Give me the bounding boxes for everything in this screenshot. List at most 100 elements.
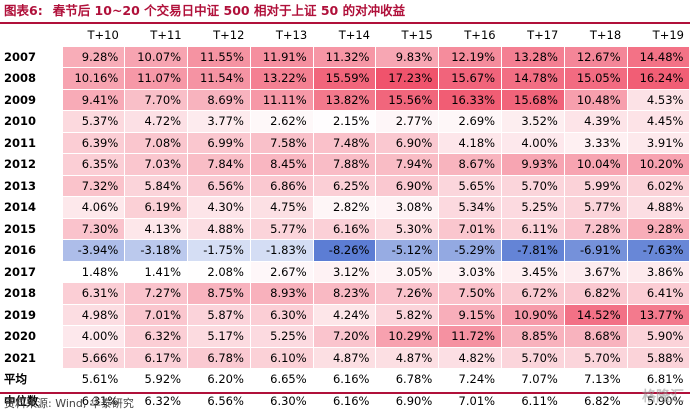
value-cell: 5.34%: [438, 196, 503, 219]
value-cell: 1.48%: [61, 260, 126, 283]
value-cell: 7.48%: [312, 131, 377, 154]
row-label: 2014: [4, 200, 37, 215]
value-cell: 11.32%: [312, 45, 377, 68]
value-cell: 6.20%: [187, 368, 251, 391]
figure-title: 春节后 10~20 个交易日中证 500 相对于上证 50 的对冲收益: [52, 3, 406, 18]
value-cell: -6.91%: [563, 239, 628, 262]
value-cell: 4.82%: [438, 346, 503, 369]
value-cell: 15.56%: [375, 88, 440, 111]
top-rule: [0, 22, 690, 24]
value-cell: 16.24%: [626, 67, 690, 90]
source-note: 资料来源: Wind, 华泰研究: [4, 397, 134, 410]
header-row: T+10 T+11 T+12 T+13 T+14 T+15 T+16 T+17 T+18 T+19: [0, 25, 690, 46]
column-header: T+15: [401, 28, 433, 43]
value-cell: 2.77%: [375, 110, 440, 133]
row-label: 2016: [4, 243, 37, 258]
value-cell: 5.82%: [375, 303, 440, 326]
value-cell: 7.88%: [312, 153, 377, 176]
value-cell: 7.03%: [124, 153, 189, 176]
value-cell: 4.00%: [61, 325, 126, 348]
value-cell: 14.52%: [563, 303, 628, 326]
value-cell: 7.50%: [438, 282, 503, 305]
value-cell: 7.01%: [438, 389, 503, 412]
value-cell: 9.28%: [626, 217, 690, 240]
row-label: 2012: [4, 157, 37, 172]
value-cell: 10.48%: [563, 88, 628, 111]
value-cell: 6.39%: [61, 131, 126, 154]
row-label: 2008: [4, 71, 37, 86]
value-cell: 9.93%: [501, 153, 565, 176]
hedge-return-table: T+10 T+11 T+12 T+13 T+14 T+15 T+16 T+17 T+18 T+19…: [0, 25, 690, 412]
value-cell: 5.88%: [626, 346, 690, 369]
column-header: T+17: [527, 28, 559, 43]
column-header: T+11: [150, 28, 182, 43]
value-cell: 3.05%: [375, 260, 440, 283]
value-cell: 5.37%: [61, 110, 126, 133]
value-cell: 15.68%: [501, 88, 565, 111]
table-row: 平均 5.61% 5.92% 6.20% 6.65% 6.16% 6.78% 7.24% 7.0…: [0, 368, 690, 391]
value-cell: 6.32%: [124, 389, 189, 412]
column-header: T+16: [464, 28, 496, 43]
value-cell: 4.98%: [61, 303, 126, 326]
value-cell: 11.07%: [124, 67, 189, 90]
column-header: T+14: [338, 28, 370, 43]
value-cell: 6.82%: [563, 282, 628, 305]
value-cell: 7.01%: [124, 303, 189, 326]
value-cell: 5.61%: [61, 368, 126, 391]
row-label: 2020: [4, 329, 37, 344]
value-cell: 8.67%: [438, 153, 503, 176]
value-cell: 2.15%: [312, 110, 377, 133]
value-cell: 7.28%: [563, 217, 628, 240]
value-cell: 7.01%: [438, 217, 503, 240]
value-cell: 8.23%: [312, 282, 377, 305]
table-row: 2019 4.98% 7.01% 5.87% 6.30% 4.24% 5.82% 9.15% 1…: [0, 303, 690, 326]
value-cell: 3.03%: [438, 260, 503, 283]
value-cell: 6.56%: [187, 389, 251, 412]
value-cell: 17.23%: [375, 67, 440, 90]
value-cell: 10.20%: [626, 153, 690, 176]
value-cell: -7.63%: [626, 239, 690, 262]
bottom-rule: [0, 392, 690, 394]
value-cell: 11.54%: [187, 67, 251, 90]
value-cell: 6.30%: [249, 389, 314, 412]
value-cell: 15.05%: [563, 67, 628, 90]
value-cell: 5.90%: [626, 389, 690, 412]
row-label: 2007: [4, 49, 37, 64]
value-cell: 6.19%: [124, 196, 189, 219]
value-cell: 13.77%: [626, 303, 690, 326]
value-cell: 5.90%: [626, 325, 690, 348]
value-cell: 7.84%: [187, 153, 251, 176]
value-cell: 6.82%: [563, 389, 628, 412]
value-cell: 3.33%: [563, 131, 628, 154]
value-cell: 7.24%: [438, 368, 503, 391]
value-cell: 6.32%: [124, 325, 189, 348]
value-cell: 10.07%: [124, 45, 189, 68]
value-cell: 7.08%: [124, 131, 189, 154]
value-cell: 4.87%: [375, 346, 440, 369]
value-cell: 2.69%: [438, 110, 503, 133]
table-body: 2007 9.28% 10.07% 11.55% 11.91% 11.32% 9.83% 12…: [0, 45, 690, 412]
value-cell: 5.92%: [124, 368, 189, 391]
value-cell: 4.39%: [563, 110, 628, 133]
column-header: T+12: [213, 28, 245, 43]
table-row: 2008 10.16% 11.07% 11.54% 13.22% 15.59% 17.23%…: [0, 67, 690, 90]
value-cell: 5.30%: [375, 217, 440, 240]
value-cell: 7.27%: [124, 282, 189, 305]
table-row: 2013 7.32% 5.84% 6.56% 6.86% 6.25% 6.90% 5.65% 5…: [0, 174, 690, 197]
value-cell: 6.56%: [187, 174, 251, 197]
value-cell: 3.86%: [626, 260, 690, 283]
value-cell: 5.17%: [187, 325, 251, 348]
value-cell: 6.41%: [626, 282, 690, 305]
value-cell: 14.78%: [501, 67, 565, 90]
value-cell: 8.93%: [249, 282, 314, 305]
value-cell: 5.87%: [187, 303, 251, 326]
value-cell: 6.90%: [375, 131, 440, 154]
value-cell: 10.90%: [501, 303, 565, 326]
value-cell: 8.69%: [187, 88, 251, 111]
value-cell: 6.16%: [312, 389, 377, 412]
value-cell: 3.12%: [312, 260, 377, 283]
value-cell: 6.11%: [501, 217, 565, 240]
value-cell: -1.75%: [187, 239, 251, 262]
value-cell: 7.70%: [124, 88, 189, 111]
value-cell: 5.70%: [563, 346, 628, 369]
